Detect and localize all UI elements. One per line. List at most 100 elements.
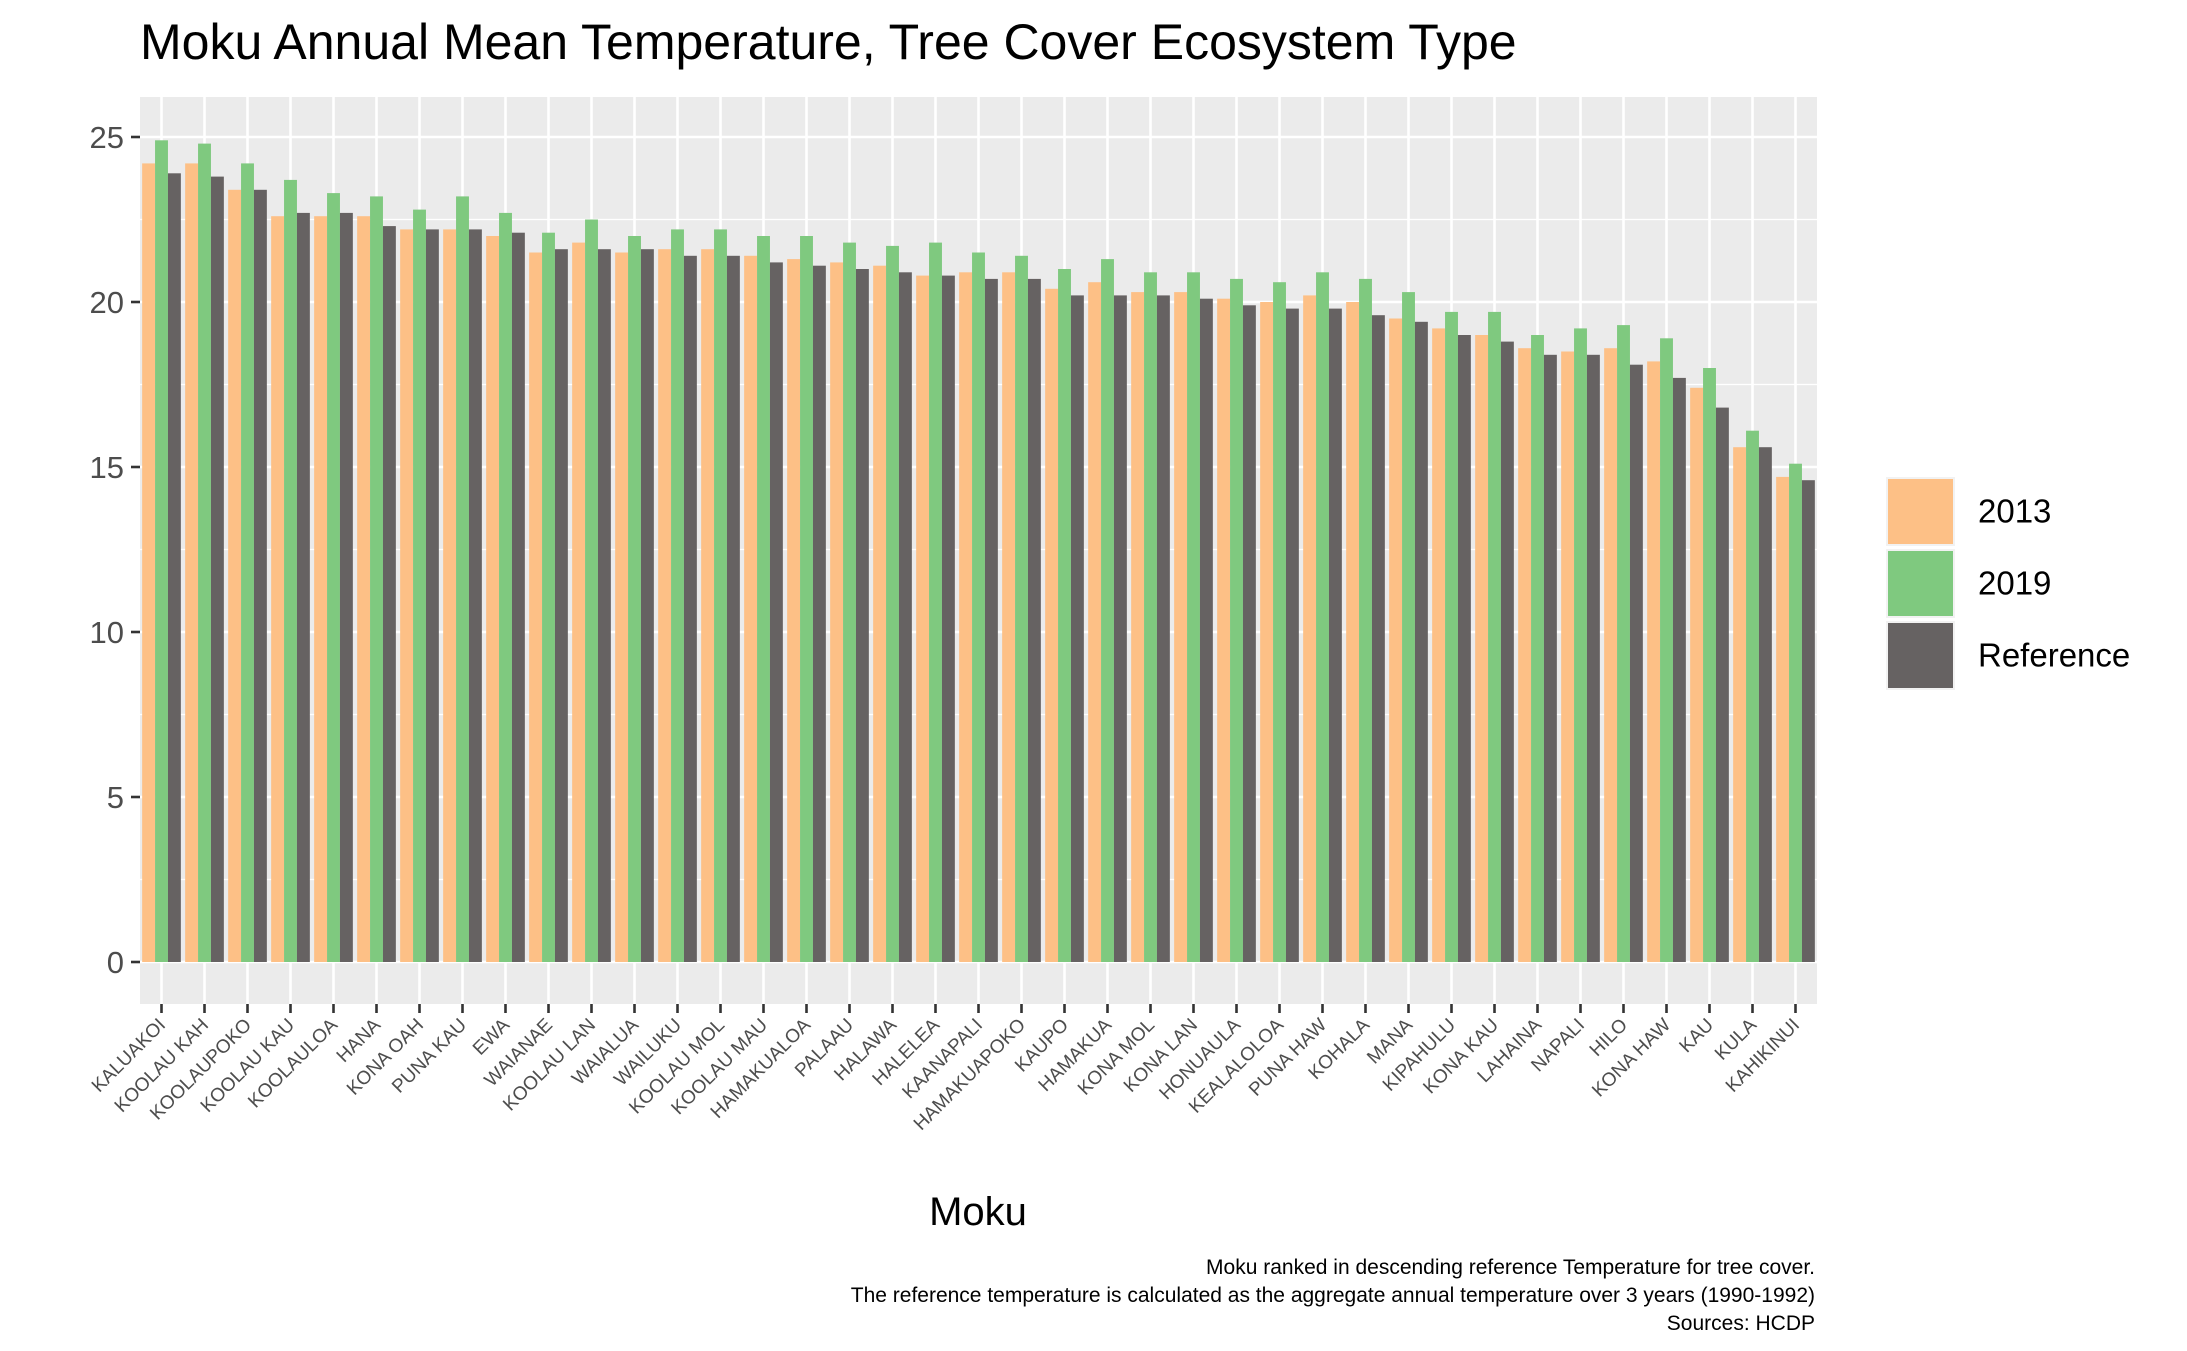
- bar-2019-kau: [1703, 368, 1716, 962]
- bar-reference-halelea: [941, 275, 955, 963]
- caption-line-3: Sources: HCDP: [1667, 1312, 1815, 1335]
- bar-2013-hana: [357, 216, 371, 962]
- bar-reference-koolau-kau: [296, 212, 310, 962]
- bar-2019-koolau-lan: [585, 219, 598, 962]
- bar-2019-puna-kau: [456, 196, 469, 962]
- bar-reference-hamakuapoko: [1027, 278, 1041, 962]
- bar-reference-waialua: [640, 249, 654, 962]
- bar-reference-kaanapali: [984, 278, 998, 962]
- bar-reference-kona-mol: [1156, 295, 1170, 962]
- bar-2013-ewa: [486, 236, 500, 962]
- bar-reference-hilo: [1629, 364, 1643, 962]
- bar-reference-puna-haw: [1328, 308, 1342, 963]
- bar-reference-kona-kau: [1500, 341, 1514, 963]
- chart-title: Moku Annual Mean Temperature, Tree Cover…: [140, 14, 1517, 70]
- legend-key-2013: [1888, 479, 1953, 544]
- bar-2019-koolau-mol: [714, 229, 727, 962]
- bar-2013-kahikinui: [1776, 476, 1790, 962]
- bar-2019-koolauloa: [327, 193, 340, 963]
- bar-reference-hamakua: [1113, 295, 1127, 962]
- bar-2013-hamakualoa: [787, 259, 801, 963]
- bar-reference-koolau-kah: [210, 176, 224, 963]
- bar-2013-kona-haw: [1647, 361, 1661, 962]
- bar-2013-halelea: [916, 275, 930, 963]
- y-tick-label: 5: [107, 780, 124, 815]
- bar-2019-honuaula: [1230, 278, 1243, 962]
- bar-2019-kona-haw: [1660, 338, 1673, 962]
- bar-2013-kaupo: [1045, 288, 1059, 962]
- y-tick-label: 15: [90, 450, 124, 485]
- legend-label: 2019: [1978, 565, 2051, 602]
- bar-2019-mana: [1402, 292, 1415, 963]
- y-tick-label: 10: [90, 615, 124, 650]
- bar-2013-kipahulu: [1432, 328, 1446, 962]
- bar-reference-kealaloloa: [1285, 308, 1299, 963]
- bar-reference-koolau-lan: [597, 249, 611, 962]
- y-tick-label: 25: [90, 120, 124, 155]
- bar-2019-kaluakoi: [155, 140, 168, 963]
- bar-2013-puna-kau: [443, 229, 457, 962]
- bar-2019-kahikinui: [1789, 463, 1802, 962]
- bar-2019-napali: [1574, 328, 1587, 962]
- bar-2019-kona-lan: [1187, 272, 1200, 962]
- bar-2013-napali: [1561, 351, 1575, 962]
- bar-2019-waianae: [542, 232, 555, 962]
- bar-2019-halawa: [886, 245, 899, 962]
- y-axis: 0 5 10 15 20 25: [90, 120, 140, 980]
- bar-2019-kealaloloa: [1273, 282, 1286, 962]
- bar-reference-kaluakoi: [167, 173, 181, 963]
- bar-2013-koolaupoko: [228, 189, 242, 963]
- bar-2013-puna-haw: [1303, 295, 1317, 962]
- bar-2013-hilo: [1604, 348, 1618, 962]
- bar-2019-hana: [370, 196, 383, 962]
- bar-2013-kau: [1690, 387, 1704, 962]
- bar-2013-kona-lan: [1174, 292, 1188, 963]
- bar-2013-palaau: [830, 262, 844, 962]
- bar-reference-hamakualoa: [812, 265, 826, 962]
- bar-2013-kealaloloa: [1260, 302, 1274, 962]
- bar-reference-mana: [1414, 321, 1428, 962]
- bar-reference-kipahulu: [1457, 335, 1471, 962]
- bar-reference-kahikinui: [1801, 480, 1815, 962]
- bar-2013-koolau-mau: [744, 255, 758, 963]
- bar-2019-kipahulu: [1445, 311, 1458, 962]
- bar-reference-puna-kau: [468, 229, 482, 962]
- bar-reference-ewa: [511, 232, 525, 962]
- bar-reference-kona-lan: [1199, 298, 1213, 962]
- bar-reference-kona-haw: [1672, 377, 1686, 962]
- bar-2013-waialua: [615, 252, 629, 962]
- bar-reference-honuaula: [1242, 305, 1256, 962]
- bar-2019-hamakuapoko: [1015, 255, 1028, 963]
- bar-2019-kula: [1746, 430, 1759, 962]
- bar-2013-lahaina: [1518, 348, 1532, 962]
- bar-2013-hamakuapoko: [1002, 272, 1016, 962]
- bar-2019-wailuku: [671, 229, 684, 962]
- bar-reference-kohala: [1371, 315, 1385, 962]
- bar-reference-lahaina: [1543, 354, 1557, 962]
- bar-reference-halawa: [898, 272, 912, 962]
- bar-2019-kaupo: [1058, 269, 1071, 962]
- bar-reference-koolauloa: [339, 212, 353, 962]
- bar-reference-palaau: [855, 269, 869, 962]
- bar-reference-kula: [1758, 447, 1772, 962]
- bar-2019-ewa: [499, 212, 512, 962]
- bar-2013-kohala: [1346, 302, 1360, 962]
- bar-2019-halelea: [929, 242, 942, 963]
- bar-2013-kula: [1733, 447, 1747, 962]
- legend-label: Reference: [1978, 637, 2130, 674]
- bar-reference-koolaupoko: [253, 189, 267, 963]
- bar-reference-koolau-mau: [769, 262, 783, 962]
- bar-2019-koolau-kau: [284, 179, 297, 962]
- bar-2013-wailuku: [658, 249, 672, 962]
- legend-label: 2013: [1978, 493, 2051, 530]
- bar-2019-hamakualoa: [800, 236, 813, 962]
- legend-key-2019: [1888, 551, 1953, 616]
- bar-2019-koolau-mau: [757, 236, 770, 962]
- bar-reference-napali: [1586, 354, 1600, 962]
- bar-reference-kau: [1715, 407, 1729, 963]
- x-axis-title: Moku: [929, 1190, 1027, 1234]
- bar-2019-koolaupoko: [241, 163, 254, 962]
- legend: 2013 2019 Reference: [1886, 477, 2130, 690]
